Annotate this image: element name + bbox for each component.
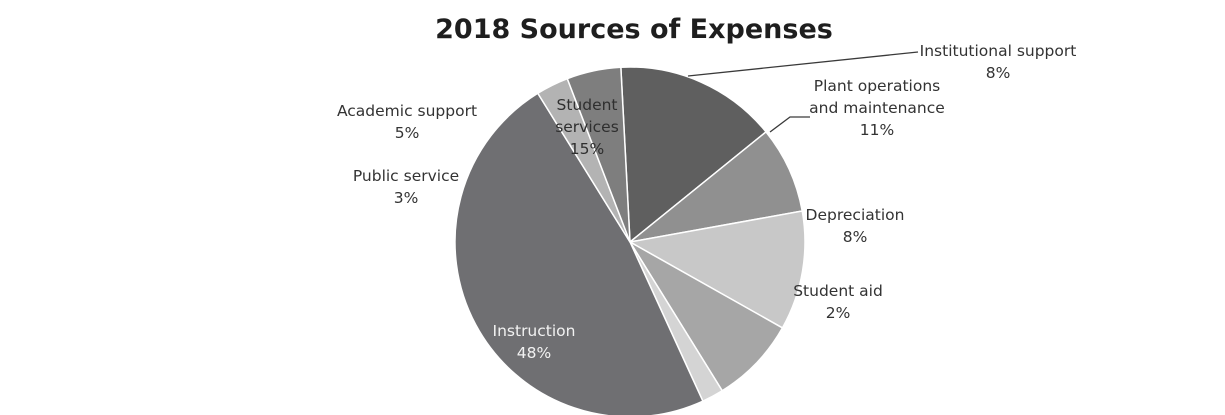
leader-line-institutional-support (687, 51, 919, 77)
leader-line-plant-operations (769, 116, 810, 133)
label-percent: 3% (394, 189, 419, 207)
pie-slice-plant-operations (627, 210, 806, 329)
label-text: Plant operations (814, 77, 940, 95)
pie-slice-instruction (454, 92, 704, 415)
leader-lines (687, 51, 919, 133)
data-label-public-service: Public service 3% (353, 167, 459, 207)
data-label-academic-support: Academic support 5% (337, 102, 477, 142)
label-percent: 48% (517, 344, 551, 362)
chart-title: 2018 Sources of Expenses (435, 14, 833, 45)
label-text: Depreciation (806, 206, 905, 224)
data-label-student-services: Student services 15% (555, 96, 619, 158)
label-text: and maintenance (809, 99, 945, 117)
label-text: Institutional support (920, 42, 1077, 60)
label-text: Student aid (793, 282, 883, 300)
data-label-instruction: Instruction 48% (493, 322, 576, 362)
label-text: Student (556, 96, 617, 114)
label-percent: 5% (395, 124, 420, 142)
pie-slices (454, 66, 806, 415)
label-text: services (555, 118, 619, 136)
data-label-institutional-support: Institutional support 8% (920, 42, 1077, 82)
label-text: Instruction (493, 322, 576, 340)
label-percent: 15% (570, 140, 604, 158)
label-text: Academic support (337, 102, 477, 120)
label-percent: 8% (986, 64, 1011, 82)
pie-slice-student-services (620, 66, 768, 244)
pie-slice-academic-support (566, 66, 631, 243)
data-label-plant-operations: Plant operations and maintenance 11% (809, 77, 945, 139)
slice-labels: Student services 15% Institutional support 8… (337, 42, 1076, 362)
data-label-student-aid: Student aid 2% (793, 282, 883, 322)
label-text: Public service (353, 167, 459, 185)
label-percent: 8% (843, 228, 868, 246)
data-label-depreciation: Depreciation 8% (806, 206, 905, 246)
label-percent: 2% (826, 304, 851, 322)
label-percent: 11% (860, 121, 894, 139)
